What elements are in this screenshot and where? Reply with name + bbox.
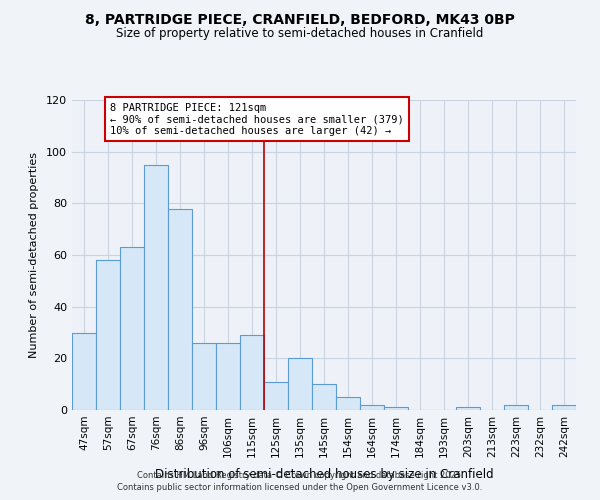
Bar bbox=[192, 343, 216, 410]
Bar bbox=[240, 335, 264, 410]
Bar bbox=[120, 247, 144, 410]
Y-axis label: Number of semi-detached properties: Number of semi-detached properties bbox=[29, 152, 39, 358]
Text: 8 PARTRIDGE PIECE: 121sqm
← 90% of semi-detached houses are smaller (379)
10% of: 8 PARTRIDGE PIECE: 121sqm ← 90% of semi-… bbox=[110, 102, 404, 136]
Bar bbox=[168, 208, 192, 410]
Bar bbox=[504, 405, 528, 410]
Bar bbox=[360, 405, 384, 410]
Bar bbox=[288, 358, 312, 410]
Text: 8, PARTRIDGE PIECE, CRANFIELD, BEDFORD, MK43 0BP: 8, PARTRIDGE PIECE, CRANFIELD, BEDFORD, … bbox=[85, 12, 515, 26]
Bar bbox=[384, 408, 408, 410]
Bar bbox=[144, 164, 168, 410]
Bar bbox=[96, 260, 120, 410]
Text: Size of property relative to semi-detached houses in Cranfield: Size of property relative to semi-detach… bbox=[116, 28, 484, 40]
Bar bbox=[312, 384, 336, 410]
Bar bbox=[216, 343, 240, 410]
Text: Contains HM Land Registry data © Crown copyright and database right 2025.
Contai: Contains HM Land Registry data © Crown c… bbox=[118, 471, 482, 492]
Bar bbox=[552, 405, 576, 410]
Bar bbox=[264, 382, 288, 410]
Bar bbox=[336, 397, 360, 410]
Bar bbox=[72, 332, 96, 410]
Bar bbox=[456, 408, 480, 410]
X-axis label: Distribution of semi-detached houses by size in Cranfield: Distribution of semi-detached houses by … bbox=[155, 468, 493, 481]
